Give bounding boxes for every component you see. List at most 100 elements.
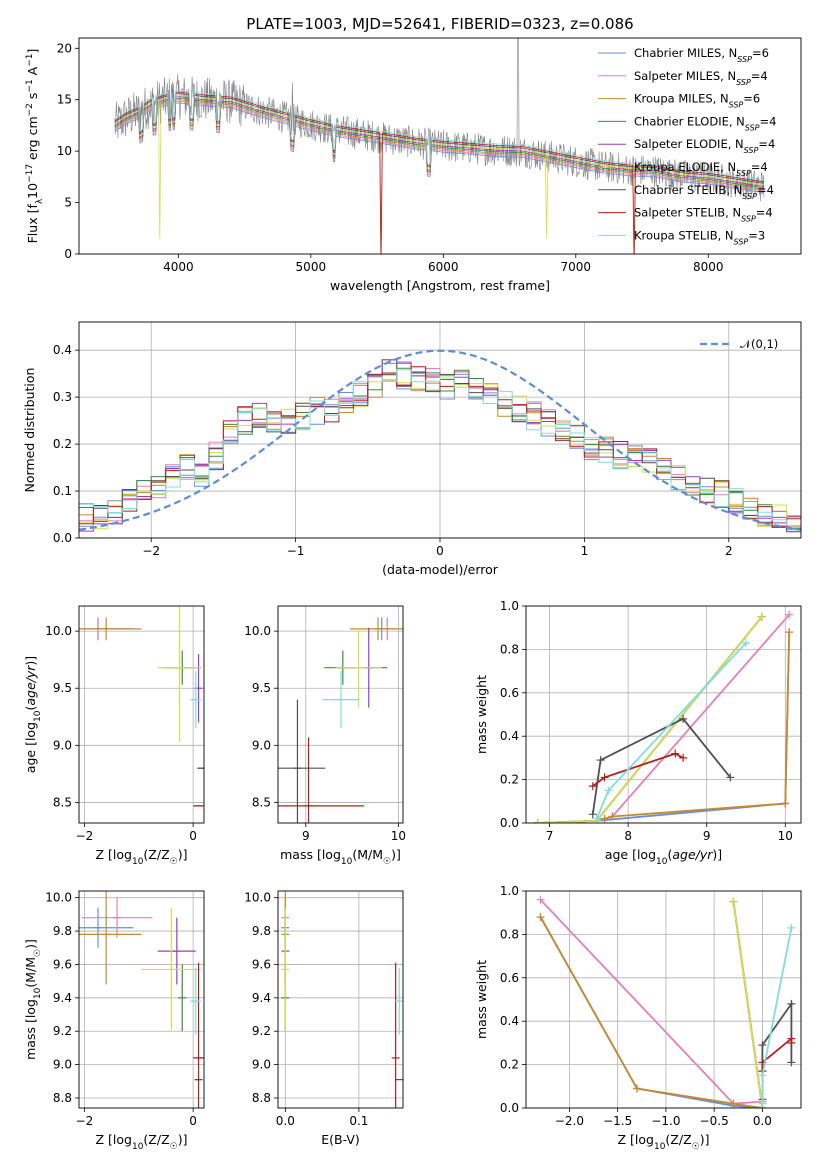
y-tick-label: 9.8 [53,924,72,938]
label-part: =4 [758,137,775,151]
y-tick-label: 0 [64,247,72,261]
plus-marker [679,714,688,723]
legend-entry: Kroupa STELIB, NSSP=3 [634,228,765,246]
error-bar-point [193,962,204,1108]
model-spectrum-line [114,96,764,187]
error-bar-point [190,671,202,729]
label-part: Salpeter STELIB, N [634,206,741,220]
label-part: age/yr [672,847,713,862]
panel-residuals: −2 −1 0 1 2 0.0 0.1 0.2 0.3 0.4 (data-model)/error… [22,321,802,577]
plus-marker [632,1084,641,1093]
y-tick-label: 9.5 [53,681,72,695]
plus-marker [787,923,796,932]
x-tick-label: −1 [287,544,305,558]
error-bar-point [322,671,360,729]
x-tick-label: 1 [581,544,589,558]
x-tick-label: 0.0 [276,1114,295,1128]
label-part: wavelength [Angstrom, rest frame] [330,278,550,293]
x-axis-label: E(B-V) [321,1132,360,1147]
label-part: −2 [25,103,35,116]
y-tick-label: 10.0 [244,624,271,638]
plus-marker [726,773,735,782]
plus-marker [787,999,796,1008]
axes-frame [78,321,802,539]
mass-weight-line [604,631,791,820]
label-part: SSP [742,191,757,200]
model-spectrum-line [114,90,764,181]
plus-marker [536,913,545,922]
label-part: s [25,93,40,104]
label-part: Chabrier ELODIE, N [634,114,745,128]
x-axis-label: mass [log10(M/M☉)] [280,847,401,867]
y-tick-label: 0.2 [500,1058,519,1072]
plot-area [79,322,801,538]
x-tick-label: 0 [189,1114,197,1128]
y-tick-label: 0.0 [500,816,519,830]
label-part: SSP [734,237,749,246]
panel-age-vs-Z: −2 08.59.09.510.0Z [log10(Z/Z☉)]age [log1… [23,605,205,867]
error-bar-point [281,907,290,1032]
label-part: age [log [23,722,38,773]
label-part: 10 [341,857,353,867]
y-tick-label: 0.6 [500,686,519,700]
plus-marker [729,1099,738,1108]
y-tick-label: 0.1 [53,484,72,498]
model-spectrum-line [114,91,764,254]
axes-frame [525,605,802,824]
y-tick-label: 15 [57,93,72,107]
y-tick-label: 1.0 [500,884,519,898]
error-bar-point [157,606,202,742]
label-part: =3 [748,228,765,242]
x-tick-label: −2 [142,544,160,558]
label-part: )] [178,847,188,862]
y-tick-label: 0.2 [53,437,72,451]
model-spectrum-line [114,102,764,193]
label-part: −1 [25,79,35,92]
y-axis-label: age [log10(age/yr)] [23,656,43,773]
panel-mass-vs-EBV: 0.0 0.1 8.8 9.0 9.2 9.4 9.6 9.8 10.0 E(B-V) [244,890,404,1147]
plot-area [526,606,801,823]
x-tick-label: 0.0 [753,1114,772,1128]
y-tick-label: 5 [64,196,72,210]
plus-marker [608,812,617,821]
error-bar-point [278,699,326,823]
plus-marker [787,1058,796,1067]
x-tick-label: 8 [624,829,632,843]
label-part: )] [712,847,722,862]
y-tick-label: 0.4 [500,729,519,743]
label-part: Salpeter ELODIE, N [634,137,744,151]
y-tick-label: 9.0 [53,1058,72,1072]
panel-mass-weight-vs-Z: −2.0 −1.5 −1.0 −0.5 0.0 0.0 0.2 0.4 0.6 0.8 1.0 Z [… [474,884,802,1152]
label-part: −1 [25,54,35,67]
panel-spectrum: 4000 5000 6000 7000 8000 0 5 10 15 20 wavelength [… [25,37,802,293]
label-part: (Z/Z [143,847,169,862]
x-tick-label: −1.0 [651,1114,680,1128]
model-spectrum-line [114,94,764,239]
plus-marker [758,1041,767,1050]
x-tick-label: 7 [546,829,554,843]
label-part: mass [log [23,999,38,1060]
label-part: )] [391,847,401,862]
plus-marker [536,895,545,904]
x-tick-label: 8000 [693,260,724,274]
mass-weight-line [591,717,732,815]
label-part: Salpeter MILES, N [634,69,736,83]
plus-marker [588,782,597,791]
error-bar-point [79,617,142,641]
label-part: ] [25,49,40,54]
y-tick-label: 9.6 [252,957,271,971]
x-tick-label: 9 [703,829,711,843]
plot-area [278,891,403,1108]
plus-marker [592,814,601,823]
error-bar-point [178,964,187,1032]
legend-entry: Salpeter ELODIE, NSSP=4 [634,137,775,155]
y-tick-label: 10.0 [244,891,271,905]
mass-weight-line [761,927,793,1104]
error-bar-point [81,897,153,938]
label-part: Z [log [96,847,132,862]
label-part: Chabrier MILES, N [634,46,737,60]
axes-frame [78,605,205,824]
x-tick-label: 0 [189,829,197,843]
x-tick-label: 6000 [428,260,459,274]
label-part: (Z/Z [143,1132,169,1147]
